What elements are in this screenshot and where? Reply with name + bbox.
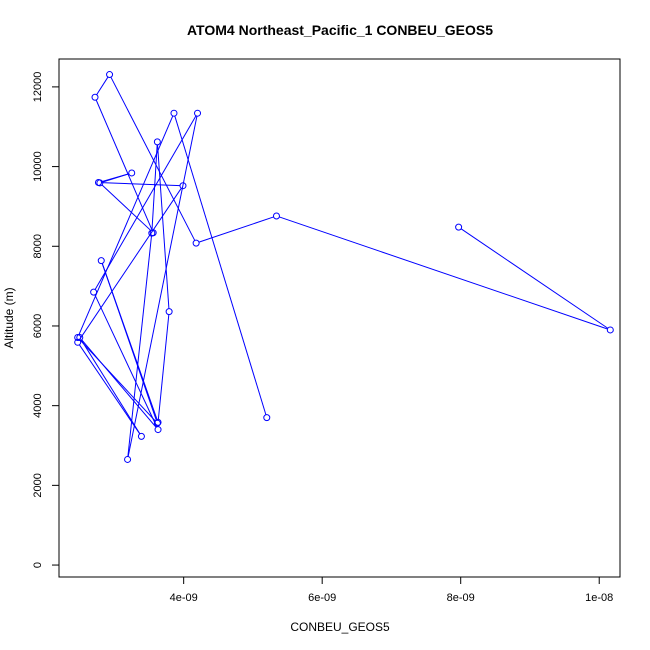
data-point bbox=[170, 109, 178, 117]
data-point bbox=[128, 169, 136, 177]
data-point bbox=[154, 418, 162, 426]
series-segment bbox=[198, 216, 274, 243]
series-line bbox=[78, 76, 609, 457]
series-segment bbox=[127, 116, 198, 457]
y-tick-label: 8000 bbox=[32, 234, 44, 258]
data-point bbox=[154, 426, 162, 434]
x-tick-label: 4e-09 bbox=[170, 592, 198, 604]
x-tick-label: 8e-09 bbox=[447, 592, 475, 604]
series-points bbox=[74, 71, 614, 463]
series-segment bbox=[94, 115, 197, 290]
data-point bbox=[97, 257, 105, 265]
series-segment bbox=[460, 228, 609, 329]
series-segment bbox=[78, 344, 141, 435]
x-axis-label: CONBEU_GEOS5 bbox=[290, 620, 390, 634]
series-segment bbox=[101, 184, 152, 232]
x-tick-label: 1e-08 bbox=[585, 592, 613, 604]
data-point bbox=[194, 109, 202, 117]
data-point bbox=[153, 138, 161, 146]
series-segment bbox=[78, 115, 174, 335]
data-point bbox=[153, 419, 161, 427]
y-axis: 0 2000 4000 6000 8000 10000 12000 bbox=[32, 72, 60, 568]
series-segment bbox=[157, 314, 170, 420]
chart-title: ATOM4 Northeast_Pacific_1 CONBEU_GEOS5 bbox=[187, 22, 493, 38]
data-point bbox=[263, 414, 271, 422]
series-segment bbox=[101, 263, 157, 421]
y-tick-label: 0 bbox=[32, 562, 44, 568]
y-tick-label: 12000 bbox=[32, 72, 44, 103]
y-tick-label: 10000 bbox=[32, 151, 44, 182]
data-point bbox=[606, 326, 614, 334]
series-segment bbox=[279, 216, 608, 330]
data-point bbox=[94, 179, 102, 187]
data-point bbox=[90, 288, 98, 296]
data-point bbox=[272, 212, 280, 220]
data-point bbox=[192, 239, 200, 247]
series-segment bbox=[157, 144, 170, 309]
series-segment bbox=[78, 187, 182, 341]
series-segment bbox=[96, 76, 109, 95]
y-tick-label: 4000 bbox=[32, 393, 44, 417]
series-segment bbox=[79, 339, 156, 422]
series-segment bbox=[127, 236, 152, 457]
x-tick-label: 6e-09 bbox=[308, 592, 336, 604]
data-point bbox=[74, 334, 82, 342]
series-segment bbox=[80, 339, 141, 435]
series-segment bbox=[81, 339, 157, 428]
data-point bbox=[455, 223, 463, 231]
series-segment bbox=[110, 76, 196, 241]
series-segment bbox=[151, 144, 158, 231]
data-point bbox=[106, 71, 114, 79]
data-point bbox=[91, 93, 99, 101]
series-segment bbox=[101, 173, 129, 183]
data-point bbox=[76, 334, 84, 342]
series-segment bbox=[174, 115, 267, 415]
data-point bbox=[179, 182, 187, 190]
data-point bbox=[165, 308, 173, 316]
series-segment bbox=[94, 294, 158, 428]
data-point bbox=[148, 229, 156, 237]
series-segment bbox=[95, 99, 153, 231]
data-point bbox=[124, 455, 132, 463]
data-point bbox=[137, 432, 145, 440]
series-segment bbox=[101, 182, 180, 187]
y-axis-label: Altitude (m) bbox=[2, 287, 16, 348]
y-tick-label: 2000 bbox=[32, 473, 44, 497]
x-axis: 4e-09 6e-09 8e-09 1e-08 bbox=[170, 576, 613, 604]
y-tick-label: 6000 bbox=[32, 314, 44, 338]
